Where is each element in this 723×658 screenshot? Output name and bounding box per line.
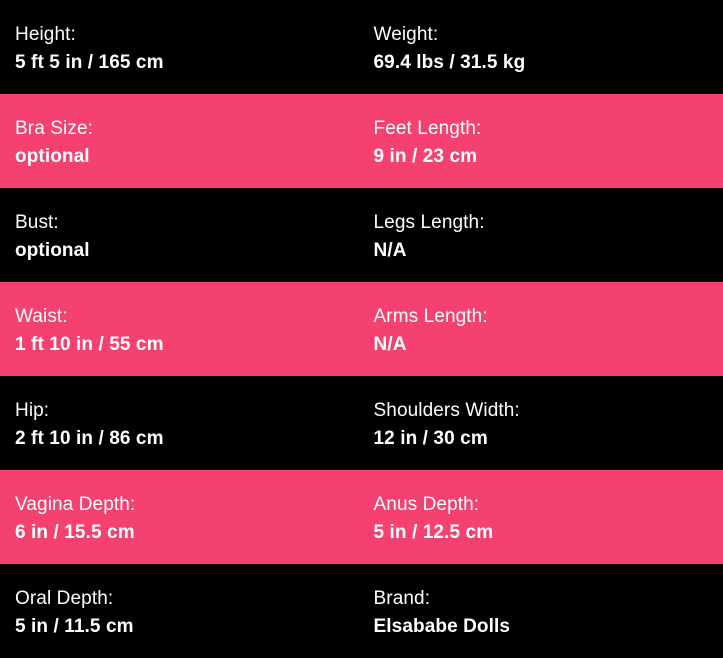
spec-row-hip-shoulders: Hip: 2 ft 10 in / 86 cm Shoulders Width:… [0,376,723,470]
spec-row-oral-brand: Oral Depth: 5 in / 11.5 cm Brand: Elsaba… [0,564,723,658]
spec-cell-brand: Brand: Elsababe Dolls [362,564,723,658]
spec-value-arms-length: N/A [373,334,407,355]
spec-label-oral-depth: Oral Depth: [15,588,114,609]
spec-value-vagina-depth: 6 in / 15.5 cm [15,522,135,543]
spec-cell-weight: Weight: 69.4 lbs / 31.5 kg [362,0,723,94]
spec-cell-bust: Bust: optional [0,188,362,282]
spec-value-oral-depth: 5 in / 11.5 cm [15,616,134,637]
spec-value-bra-size: optional [15,146,90,167]
spec-value-waist: 1 ft 10 in / 55 cm [15,334,164,355]
spec-row-height-weight: Height: 5 ft 5 in / 165 cm Weight: 69.4 … [0,0,723,94]
spec-label-legs-length: Legs Length: [373,212,485,233]
spec-row-bra-feet: Bra Size: optional Feet Length: 9 in / 2… [0,94,723,188]
spec-label-height: Height: [15,24,76,45]
spec-cell-arms-length: Arms Length: N/A [362,282,723,376]
spec-cell-height: Height: 5 ft 5 in / 165 cm [0,0,362,94]
spec-cell-anus-depth: Anus Depth: 5 in / 12.5 cm [362,470,723,564]
spec-label-vagina-depth: Vagina Depth: [15,494,136,515]
spec-label-anus-depth: Anus Depth: [373,494,480,515]
spec-value-shoulders-width: 12 in / 30 cm [373,428,488,449]
spec-value-hip: 2 ft 10 in / 86 cm [15,428,164,449]
spec-value-height: 5 ft 5 in / 165 cm [15,52,164,73]
spec-value-anus-depth: 5 in / 12.5 cm [373,522,494,543]
spec-row-waist-arms: Waist: 1 ft 10 in / 55 cm Arms Length: N… [0,282,723,376]
spec-value-weight: 69.4 lbs / 31.5 kg [373,52,526,73]
spec-label-bust: Bust: [15,212,59,233]
spec-label-shoulders-width: Shoulders Width: [373,400,520,421]
spec-label-arms-length: Arms Length: [373,306,488,327]
spec-value-bust: optional [15,240,90,261]
spec-row-vagina-anus: Vagina Depth: 6 in / 15.5 cm Anus Depth:… [0,470,723,564]
spec-cell-legs-length: Legs Length: N/A [362,188,723,282]
spec-label-hip: Hip: [15,400,50,421]
spec-cell-hip: Hip: 2 ft 10 in / 86 cm [0,376,362,470]
spec-cell-shoulders-width: Shoulders Width: 12 in / 30 cm [362,376,723,470]
spec-cell-vagina-depth: Vagina Depth: 6 in / 15.5 cm [0,470,362,564]
spec-cell-oral-depth: Oral Depth: 5 in / 11.5 cm [0,564,362,658]
spec-row-bust-legs: Bust: optional Legs Length: N/A [0,188,723,282]
spec-value-legs-length: N/A [373,240,407,261]
spec-value-feet-length: 9 in / 23 cm [373,146,478,167]
spec-cell-feet-length: Feet Length: 9 in / 23 cm [362,94,723,188]
spec-cell-bra-size: Bra Size: optional [0,94,362,188]
spec-label-bra-size: Bra Size: [15,118,93,139]
spec-label-weight: Weight: [373,24,439,45]
spec-cell-waist: Waist: 1 ft 10 in / 55 cm [0,282,362,376]
spec-label-brand: Brand: [373,588,431,609]
spec-label-waist: Waist: [15,306,68,327]
spec-label-feet-length: Feet Length: [373,118,482,139]
spec-value-brand: Elsababe Dolls [373,616,511,637]
